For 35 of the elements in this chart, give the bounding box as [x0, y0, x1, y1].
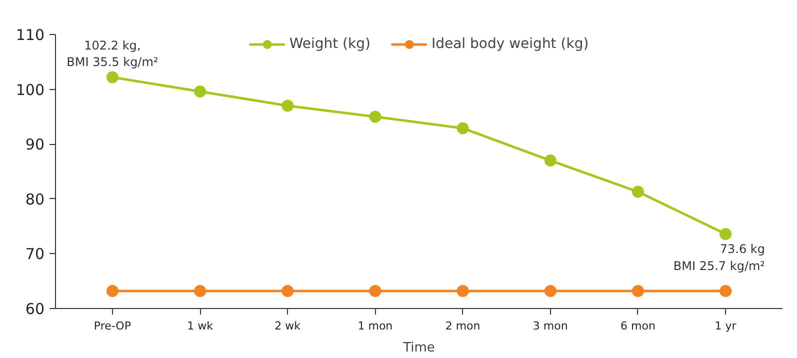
- point: [369, 284, 382, 297]
- legend-label: Weight (kg): [289, 36, 370, 52]
- y-tick-label: 70: [25, 245, 45, 264]
- point: [544, 284, 556, 297]
- y-tick-label: 110: [16, 26, 45, 44]
- x-tick-label: 6 mon: [620, 320, 656, 332]
- point: [194, 86, 206, 98]
- x-tick-label: Pre-OP: [94, 320, 132, 332]
- point: [456, 122, 469, 134]
- point: [456, 284, 469, 297]
- point: [720, 228, 732, 240]
- y-tick-label: 100: [16, 80, 45, 99]
- point: [632, 284, 644, 297]
- point: [544, 154, 556, 167]
- point: [282, 100, 294, 112]
- x-tick-label: 1 mon: [358, 320, 393, 332]
- point: [194, 284, 206, 297]
- point: [106, 71, 118, 84]
- x-tick-label: 3 mon: [532, 320, 568, 332]
- x-tick-label: 2 wk: [274, 320, 302, 332]
- x-tick-label: 1 yr: [714, 320, 737, 332]
- y-tick-label: 90: [25, 136, 45, 154]
- annotation: 73.6 kg BMI 25.7 kg/m²: [673, 242, 766, 273]
- y-tick-label: 80: [25, 190, 45, 208]
- point: [106, 284, 118, 297]
- point: [282, 284, 294, 297]
- point: [632, 186, 644, 198]
- point: [720, 284, 732, 297]
- point: [369, 110, 382, 123]
- x-tick-label: 1 wk: [187, 320, 214, 332]
- y-tick-label: 60: [25, 300, 45, 318]
- x-axis-title: Time: [402, 340, 435, 356]
- annotation: 102.2 kg, BMI 35.5 kg/m²: [66, 38, 158, 70]
- legend-label: Ideal body weight (kg): [431, 36, 589, 52]
- x-tick-label: 2 mon: [445, 320, 480, 332]
